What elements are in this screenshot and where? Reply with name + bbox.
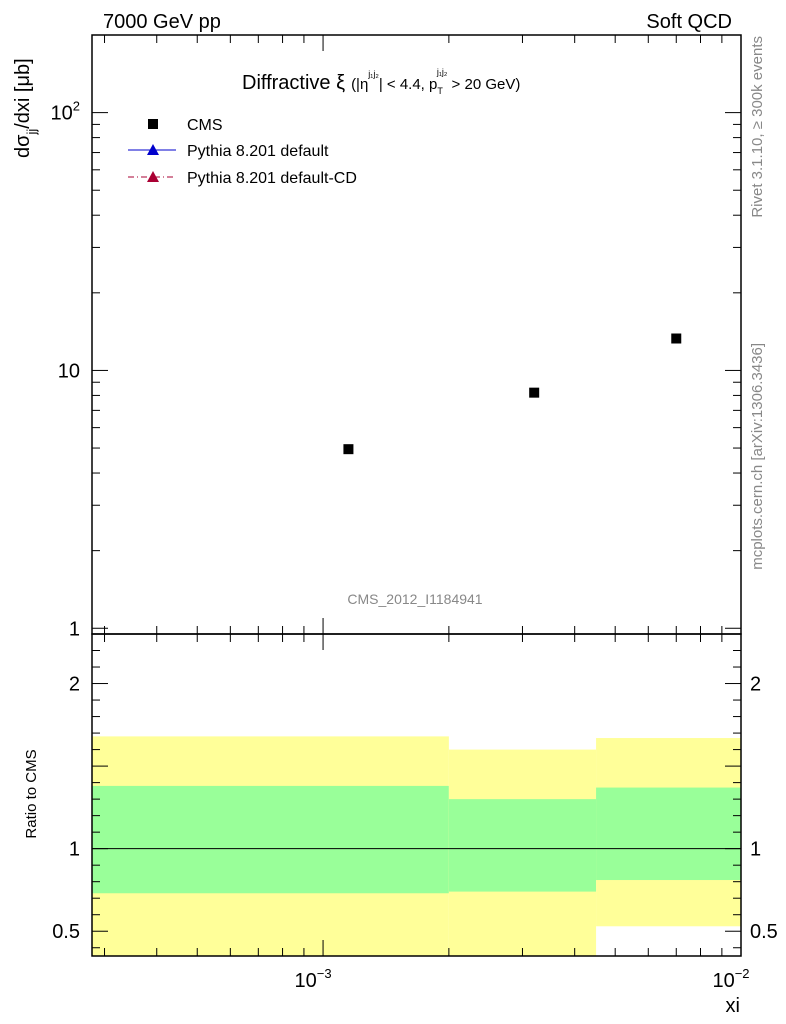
legend-entry-1: Pythia 8.201 default <box>128 143 329 160</box>
title-pt-sup: j₁j₂ <box>436 67 448 77</box>
legend-marker-triangle <box>147 171 159 182</box>
ratio-bands <box>92 736 741 956</box>
title-cut-mid: | < 4.4, p <box>379 76 438 93</box>
x-axis-label: xi <box>726 995 740 1017</box>
legend-entry-2: Pythia 8.201 default-CD <box>128 170 357 187</box>
legend-marker-triangle <box>147 144 159 155</box>
legend-label: Pythia 8.201 default <box>187 143 329 160</box>
ratio-y-label: Ratio to CMS <box>23 749 40 838</box>
ratio-y-tick-label-right: 2 <box>750 674 761 696</box>
ratio-y-tick-label-left: 1 <box>69 839 80 861</box>
cms-point-2 <box>671 333 682 344</box>
legend: CMS Pythia 8.201 default Pythia 8.201 defa… <box>128 117 357 187</box>
title-pt-sub: T <box>437 86 443 96</box>
energy-label: 7000 GeV pp <box>103 11 221 33</box>
cms-point-1 <box>529 387 540 398</box>
legend-entry-0: CMS <box>148 117 223 134</box>
legend-marker-square <box>148 119 158 129</box>
title-cut-close: > 20 GeV) <box>447 76 520 93</box>
y-tick-label: 1 <box>69 618 80 640</box>
y-label-d: dσ <box>12 134 34 158</box>
x-tick-label: 10−2 <box>712 966 749 992</box>
cms-data-points <box>343 333 682 455</box>
y-tick-label: 102 <box>51 99 80 125</box>
ratio-y-tick-label-left: 0.5 <box>52 921 80 943</box>
analysis-watermark: CMS_2012_I1184941 <box>347 591 482 607</box>
title-main: Diffractive ξ <box>242 72 345 94</box>
mcplots-label: mcplots.cern.ch [arXiv:1306.3436] <box>749 343 766 570</box>
x-tick-label: 10−3 <box>295 966 332 992</box>
ratio-band-inner-0 <box>92 785 449 894</box>
chart-title: Diffractive ξ (|ηj₁j₂| < 4.4, pTj₁j₂ > 20… <box>242 67 520 96</box>
y-tick-label: 10 <box>58 360 80 382</box>
category-label: Soft QCD <box>646 11 732 33</box>
y-label-rest: /dxi [μb] <box>12 58 34 128</box>
ratio-plot-frame <box>91 633 742 957</box>
y-label-sub: jj <box>24 129 39 136</box>
y-axis-label: dσjj/dxi [μb] <box>12 58 39 158</box>
ratio-y-tick-label-left: 2 <box>69 674 80 696</box>
ratio-band-inner-2 <box>596 787 741 881</box>
legend-label: CMS <box>187 117 223 134</box>
tick-labels: 1 10 102 0.5 0.5 1 1 2 2 10−3 10−2 <box>51 99 778 992</box>
title-cut-open: (|η <box>351 76 368 93</box>
ratio-y-tick-label-right: 1 <box>750 839 761 861</box>
cms-point-0 <box>343 444 354 455</box>
ratio-band-inner-1 <box>448 799 597 892</box>
ratio-y-tick-label-right: 0.5 <box>750 921 778 943</box>
title-eta-sup: j₁j₂ <box>367 69 379 79</box>
rivet-label: Rivet 3.1.10, ≥ 300k events <box>749 36 766 218</box>
legend-label: Pythia 8.201 default-CD <box>187 170 357 187</box>
